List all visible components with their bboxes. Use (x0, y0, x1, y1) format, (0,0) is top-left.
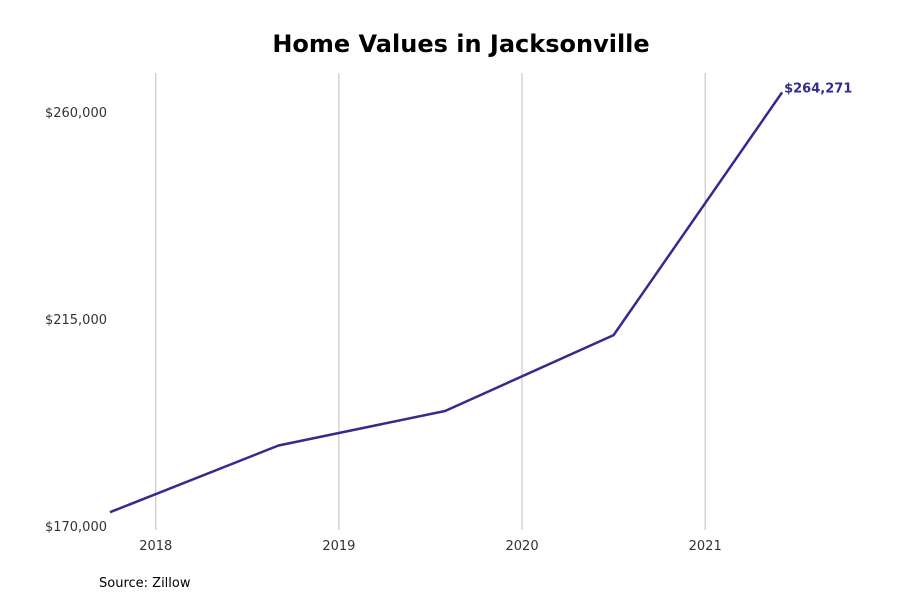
y-tick-170000: $170,000 (45, 520, 107, 535)
source-note: Source: Zillow (99, 576, 191, 591)
y-tick-260000: $260,000 (45, 106, 107, 121)
y-tick-215000: $215,000 (45, 313, 107, 328)
series-line-0 (109, 91, 784, 514)
chart-title: Home Values in Jacksonville (272, 30, 649, 58)
x-tick-2021: 2021 (689, 539, 722, 554)
x-gridlines (155, 73, 706, 530)
x-tick-labels: 2018 2019 2020 2021 (139, 539, 721, 554)
series-group (109, 91, 784, 514)
x-tick-2018: 2018 (139, 539, 172, 554)
x-tick-2019: 2019 (322, 539, 355, 554)
end-value-label: $264,271 (784, 81, 852, 96)
y-tick-labels: $170,000 $215,000 $260,000 (45, 106, 107, 535)
x-tick-2020: 2020 (506, 539, 539, 554)
